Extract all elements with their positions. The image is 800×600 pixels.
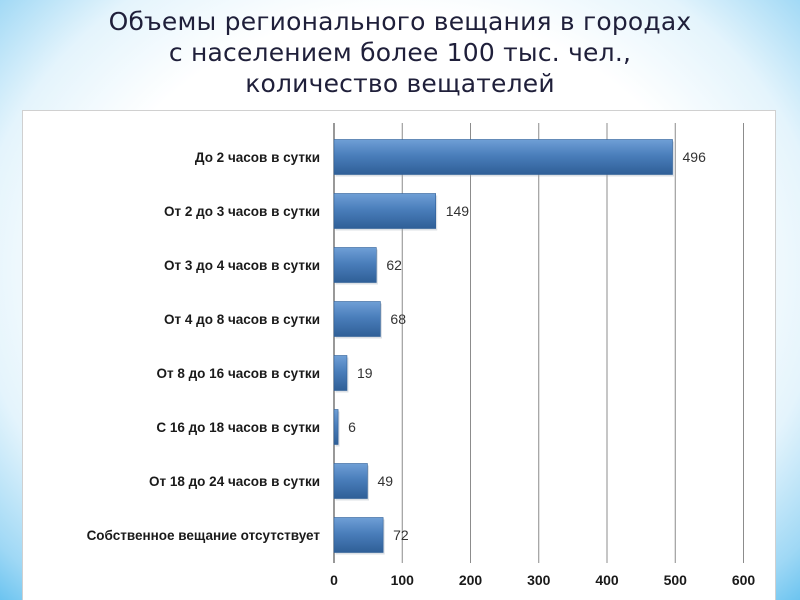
x-tick-label-600: 600 [732, 572, 756, 588]
bar-layer [333, 139, 675, 555]
chart-panel: 496 До 2 часов в сутки 149 От 2 до 3 часов … [22, 110, 776, 600]
bar-7 [333, 463, 368, 499]
x-tick-label-200: 200 [459, 572, 483, 588]
bar-3 [333, 247, 377, 283]
bar-6 [333, 409, 339, 445]
x-tick-label-300: 300 [527, 572, 551, 588]
x-tick-label-500: 500 [664, 572, 688, 588]
value-label-6: 6 [348, 419, 356, 435]
value-label-1: 496 [683, 149, 707, 165]
value-label-4: 68 [390, 311, 406, 327]
bar-5 [333, 355, 348, 391]
bar-2 [333, 193, 436, 229]
value-label-8: 72 [393, 527, 409, 543]
title-line-3: количество вещателей [245, 69, 555, 98]
x-tick-label-0: 0 [330, 572, 338, 588]
x-tick-label-400: 400 [595, 572, 619, 588]
bar-4 [333, 301, 381, 337]
category-label-5: От 8 до 16 часов в сутки [156, 366, 320, 381]
category-label-6: С 16 до 18 часов в сутки [156, 420, 320, 435]
category-label-1: До 2 часов в сутки [195, 150, 320, 165]
value-label-5: 19 [357, 365, 373, 381]
category-label-8: Собственное вещание отсутствует [87, 528, 321, 543]
bar-1 [333, 139, 673, 175]
title-line-2: с населением более 100 тыс. чел., [168, 38, 632, 67]
category-label-2: От 2 до 3 часов в сутки [164, 204, 320, 219]
category-label-7: От 18 до 24 часов в сутки [149, 474, 320, 489]
category-label-4: От 4 до 8 часов в сутки [164, 312, 320, 327]
value-label-7: 49 [377, 473, 393, 489]
x-tick-label-100: 100 [391, 572, 415, 588]
title-line-1: Объемы регионального вещания в городах [108, 7, 692, 36]
value-label-2: 149 [446, 203, 470, 219]
grid-layer [333, 123, 744, 563]
page-title: Объемы регионального вещания в городах с… [0, 6, 800, 99]
bar-8 [333, 517, 384, 553]
category-label-3: От 3 до 4 часов в сутки [164, 258, 320, 273]
tick-layer: 0 100 200 300 400 500 600 [330, 572, 755, 588]
value-label-3: 62 [386, 257, 402, 273]
